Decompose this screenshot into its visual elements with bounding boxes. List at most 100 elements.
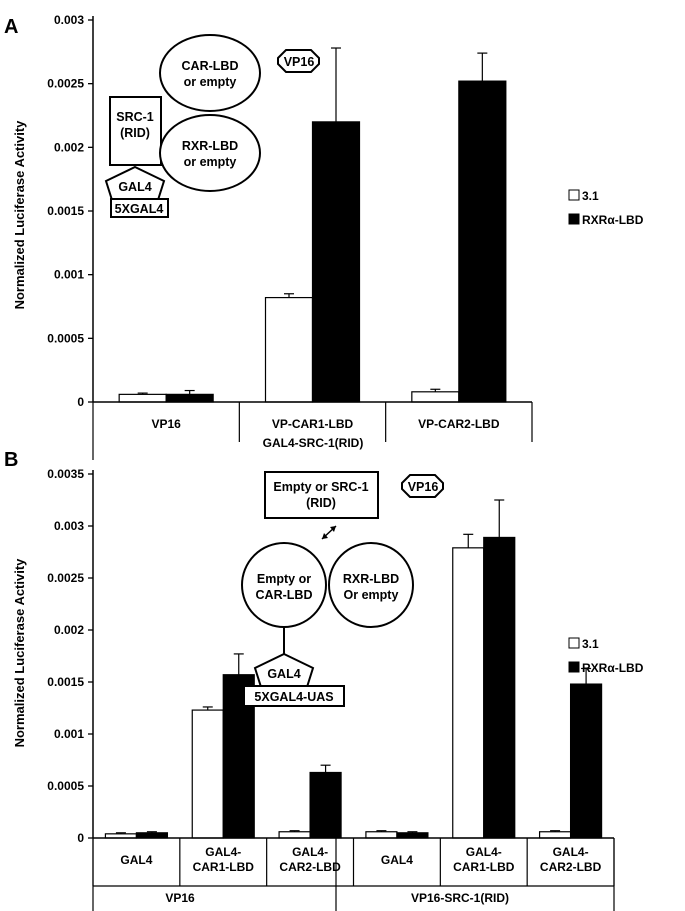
rxr-lbd-label-2: or empty xyxy=(184,155,237,169)
y-tick-label: 0.001 xyxy=(54,727,84,741)
panel-b-bars xyxy=(104,499,603,839)
panel-a-letter: A xyxy=(4,16,18,38)
src1-label-1: Empty or SRC-1 xyxy=(273,480,368,494)
legend-label-3-1: 3.1 xyxy=(582,637,599,651)
y-tick-label: 0.001 xyxy=(54,268,84,282)
y-tick-label: 0 xyxy=(77,395,84,409)
gal4-label: GAL4 xyxy=(267,667,300,681)
panel-b: B Normalized Luciferase Activity 0 0.0005… xyxy=(4,449,644,911)
legend-label-3-1: 3.1 xyxy=(582,189,599,203)
bar-3-1 xyxy=(452,547,485,839)
panel-a-axes xyxy=(92,16,533,460)
y-tick-label: 0.0025 xyxy=(47,571,84,585)
category-label: CAR1-LBD xyxy=(453,860,515,874)
y-tick-label: 0.0005 xyxy=(47,331,84,345)
y-tick-label: 0.0015 xyxy=(47,204,84,218)
category-label: VP-CAR1-LBD xyxy=(272,417,354,431)
arrow-head-down xyxy=(322,533,328,539)
panel-a-bars xyxy=(118,47,507,403)
legend-label-rxr: RXRα-LBD xyxy=(582,213,644,227)
panel-b-group-label-2: VP16-SRC-1(RID) xyxy=(411,891,509,905)
arrow-head-up xyxy=(330,526,336,532)
category-label: VP16 xyxy=(151,417,181,431)
vp16-shape xyxy=(401,474,444,498)
rxr-lbd-label-1: RXR-LBD xyxy=(343,572,399,586)
bar-rxr xyxy=(311,121,361,403)
panel-b-axes xyxy=(92,470,615,911)
category-label: CAR1-LBD xyxy=(193,860,255,874)
panel-a-group-label: GAL4-SRC-1(RID) xyxy=(263,436,364,450)
vp16-shape xyxy=(277,49,320,73)
panel-b-group-label-1: VP16 xyxy=(165,891,195,905)
category-label: CAR2-LBD xyxy=(540,860,602,874)
y-tick-label: 0.0025 xyxy=(47,77,84,91)
panel-a-legend: 3.1 RXRα-LBD xyxy=(568,189,644,227)
bar-3-1 xyxy=(538,831,572,839)
src1-box xyxy=(109,96,162,166)
gal4-label: GAL4 xyxy=(118,180,151,194)
y-tick-label: 0.0035 xyxy=(47,467,84,481)
category-label: GAL4 xyxy=(381,853,413,867)
category-label: GAL4 xyxy=(120,853,152,867)
panel-b-letter: B xyxy=(4,449,18,471)
panel-b-diagram: Empty or SRC-1 (RID) VP16 Empty or CAR-L… xyxy=(241,471,444,707)
y-tick-label: 0.002 xyxy=(54,623,84,637)
rxr-lbd-ellipse xyxy=(159,114,261,192)
panel-a-category-labels: VP16 VP-CAR1-LBD VP-CAR2-LBD xyxy=(151,417,499,431)
uas-label: 5XGAL4 xyxy=(115,202,164,216)
bar-rxr xyxy=(135,832,169,839)
panel-a-y-ticks: 0 0.0005 0.001 0.0015 0.002 0.0025 0.003 xyxy=(47,13,93,409)
legend-swatch-rxr xyxy=(568,213,580,225)
bar-rxr xyxy=(165,393,214,403)
category-label: CAR2-LBD xyxy=(279,860,341,874)
src1-label-2: (RID) xyxy=(120,126,150,140)
category-label: GAL4- xyxy=(553,845,589,859)
src1-label-2: (RID) xyxy=(306,496,336,510)
bar-rxr xyxy=(483,536,516,839)
bar-3-1 xyxy=(264,296,314,403)
bar-rxr xyxy=(458,80,507,403)
bar-3-1 xyxy=(191,709,224,839)
vp16-label: VP16 xyxy=(408,480,439,494)
y-tick-label: 0 xyxy=(77,831,84,845)
y-tick-label: 0.002 xyxy=(54,140,84,154)
category-label: GAL4- xyxy=(292,845,328,859)
panel-b-y-ticks: 0 0.0005 0.001 0.0015 0.002 0.0025 0.003 0.0035 xyxy=(47,467,93,845)
vp16-label: VP16 xyxy=(284,55,315,69)
bar-rxr xyxy=(309,771,342,839)
rxr-lbd-ellipse xyxy=(328,542,414,628)
panel-b-legend: 3.1 RXRα-LBD xyxy=(568,637,644,675)
legend-swatch-3-1 xyxy=(568,637,580,649)
legend-swatch-rxr xyxy=(568,661,580,673)
y-tick-label: 0.003 xyxy=(54,519,84,533)
category-label: GAL4- xyxy=(466,845,502,859)
bar-rxr xyxy=(396,832,429,839)
uas-label: 5XGAL4-UAS xyxy=(254,690,333,704)
bar-3-1 xyxy=(411,391,460,403)
y-tick-label: 0.003 xyxy=(54,13,84,27)
uas-box xyxy=(243,685,345,707)
uas-box xyxy=(110,198,169,218)
y-tick-label: 0.0005 xyxy=(47,779,84,793)
car-lbd-label-1: CAR-LBD xyxy=(182,59,239,73)
bar-3-1 xyxy=(365,831,398,839)
src1-label-1: SRC-1 xyxy=(116,110,154,124)
car-lbd-label-2: or empty xyxy=(184,75,237,89)
bar-rxr xyxy=(569,683,603,839)
y-tick-label: 0.0015 xyxy=(47,675,84,689)
src1-box xyxy=(264,471,379,519)
car-lbd-ellipse xyxy=(159,34,261,112)
car-lbd-label-1: Empty or xyxy=(257,572,311,586)
category-label: VP-CAR2-LBD xyxy=(418,417,500,431)
category-label: GAL4- xyxy=(205,845,241,859)
rxr-lbd-label-2: Or empty xyxy=(344,588,399,602)
bar-3-1 xyxy=(278,831,311,839)
legend-label-rxr: RXRα-LBD xyxy=(582,661,644,675)
panel-a-diagram: CAR-LBD or empty VP16 SRC-1 (RID) RXR-LB… xyxy=(104,34,320,218)
rxr-lbd-label-1: RXR-LBD xyxy=(182,139,238,153)
legend-swatch-3-1 xyxy=(568,189,580,201)
panel-b-y-axis-label: Normalized Luciferase Activity xyxy=(12,558,27,748)
bar-3-1 xyxy=(118,393,167,403)
